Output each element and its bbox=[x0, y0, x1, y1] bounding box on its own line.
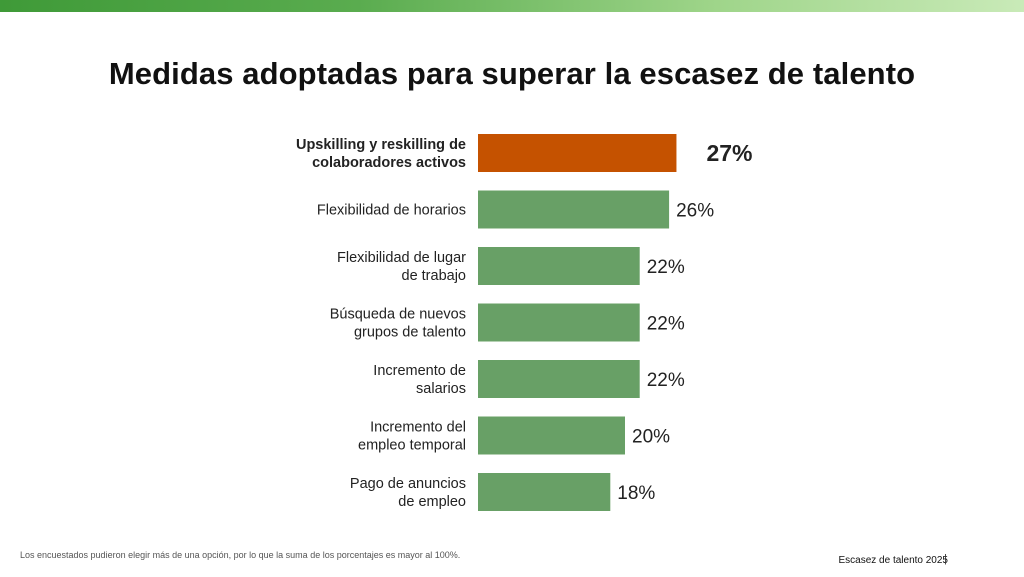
category-label-5: Incremento de salarios bbox=[373, 363, 466, 397]
bar-3 bbox=[478, 247, 640, 285]
value-label-3: 22% bbox=[647, 257, 685, 278]
top-accent-band bbox=[0, 0, 1024, 12]
value-label-6: 20% bbox=[632, 427, 670, 448]
bar-5 bbox=[478, 360, 640, 398]
category-label-2: Flexibilidad de horarios bbox=[317, 203, 466, 219]
value-label-2: 26% bbox=[676, 201, 714, 222]
category-label-1: Upskilling y reskilling de colaboradores … bbox=[296, 137, 466, 171]
bar-6 bbox=[478, 416, 625, 455]
footer-separator: | bbox=[944, 553, 947, 565]
bar-2 bbox=[478, 190, 670, 229]
category-label-4: Búsqueda de nuevos grupos de talento bbox=[330, 307, 466, 341]
value-label-1: 27% bbox=[706, 140, 752, 166]
value-label-7: 18% bbox=[617, 483, 655, 504]
bar-7 bbox=[478, 473, 611, 511]
category-label-7: Pago de anuncios de empleo bbox=[350, 476, 466, 510]
footnote: Los encuestados pudieron elegir más de u… bbox=[20, 550, 461, 560]
category-label-3: Flexibilidad de lugar de trabajo bbox=[337, 250, 466, 284]
category-label-6: Incremento del empleo temporal bbox=[358, 420, 466, 454]
chart-title: Medidas adoptadas para superar la escase… bbox=[108, 56, 916, 91]
value-label-4: 22% bbox=[647, 314, 685, 335]
bar-1 bbox=[478, 134, 677, 172]
footer-brand: Escasez de talento 2025 bbox=[838, 555, 948, 566]
bar-4 bbox=[478, 303, 640, 342]
value-label-5: 22% bbox=[647, 370, 685, 391]
